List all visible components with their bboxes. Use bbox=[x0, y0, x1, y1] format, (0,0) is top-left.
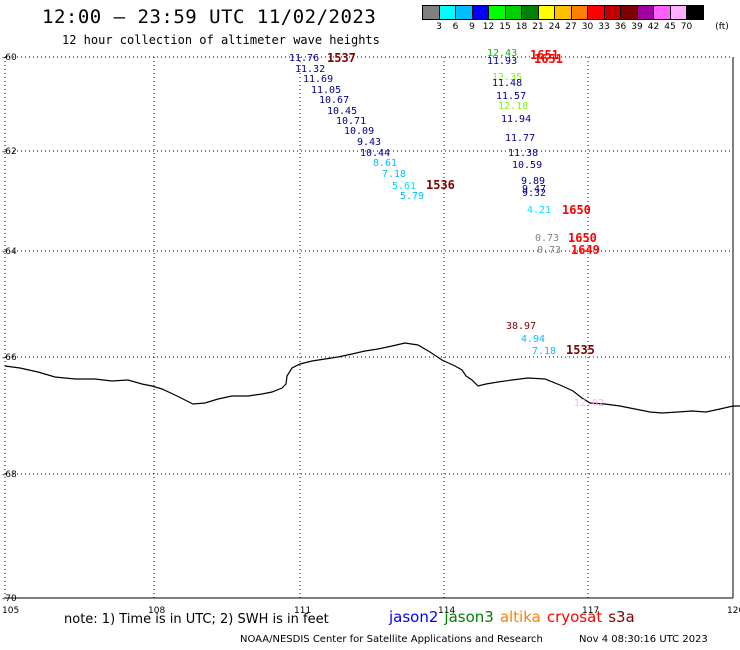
wave-height-label: 12.35 bbox=[492, 72, 522, 83]
longitude-label: 108 bbox=[148, 606, 165, 616]
wave-height-label: 9.47 bbox=[522, 184, 546, 195]
wave-height-label: 0.73 bbox=[537, 245, 561, 256]
wave-height-label: 0.73 bbox=[535, 233, 559, 244]
color-scale-label: 42 bbox=[647, 22, 660, 32]
latitude-label: -62 bbox=[2, 147, 17, 157]
color-scale-label: 15 bbox=[499, 22, 511, 32]
color-scale-label: 24 bbox=[548, 22, 561, 32]
longitude-label: 111 bbox=[294, 606, 311, 616]
color-scale-label: 3 bbox=[436, 22, 442, 32]
footer-note: note: 1) Time is in UTC; 2) SWH is in fe… bbox=[64, 612, 329, 627]
wave-height-label: 9.43 bbox=[357, 137, 381, 148]
latitude-label: -64 bbox=[2, 247, 17, 257]
wave-height-label: 11.57 bbox=[496, 91, 526, 102]
color-scale-label: 12 bbox=[482, 22, 495, 32]
legend-item-jason3: jason3 bbox=[444, 608, 494, 626]
color-scale-label: 9 bbox=[469, 22, 475, 32]
latitude-label: -70 bbox=[2, 594, 17, 604]
color-scale-label: 33 bbox=[598, 22, 610, 32]
pass-time-label: 1537 bbox=[327, 51, 356, 65]
longitude-labels: 105 108 111 114 117 120 bbox=[2, 606, 740, 616]
wave-height-label: 9.89 bbox=[521, 176, 545, 187]
wave-height-label: 8.61 bbox=[373, 158, 397, 169]
legend-item-s3a: s3a bbox=[608, 608, 635, 626]
wave-height-label: 7.18 bbox=[382, 169, 406, 180]
wave-height-label: 4.94 bbox=[521, 334, 545, 345]
wave-height-label: 12.18 bbox=[498, 101, 528, 112]
pass-time-label: 1535 bbox=[566, 343, 595, 357]
wave-height-label: 4.21 bbox=[527, 205, 551, 216]
color-scale-label: 70 bbox=[680, 22, 693, 32]
wave-height-label: 11.94 bbox=[501, 114, 531, 125]
latitude-label: -60 bbox=[2, 53, 17, 63]
color-scale-label: 39 bbox=[631, 22, 643, 32]
wave-height-label: 9.32 bbox=[522, 188, 546, 199]
latitude-label: -68 bbox=[2, 470, 17, 480]
color-scale-labels: 3 6 9 12 15 18 21 24 27 30 33 36 39 42 45 70 (ft) bbox=[422, 22, 740, 34]
longitude-label: 105 bbox=[2, 606, 19, 616]
pass-time-label: 1649 bbox=[571, 243, 600, 257]
longitude-label: 114 bbox=[438, 606, 455, 616]
wave-height-label: 11.69 bbox=[303, 74, 333, 85]
color-scale-swatch bbox=[686, 5, 704, 20]
wave-height-label: 38.97 bbox=[506, 321, 536, 332]
wave-height-label: 11.32 bbox=[295, 64, 325, 75]
color-scale-label: 27 bbox=[565, 22, 577, 32]
wave-height-label: 12.43 bbox=[487, 48, 517, 59]
credit-line: NOAA/NESDIS Center for Satellite Applica… bbox=[240, 634, 543, 645]
wave-height-label: 10.67 bbox=[319, 95, 349, 106]
color-scale-label: 21 bbox=[532, 22, 544, 32]
wave-height-label: 10.59 bbox=[512, 160, 542, 171]
wave-height-label: 10.71 bbox=[336, 116, 366, 127]
wave-height-label: 11.38 bbox=[508, 148, 538, 159]
observation-layer: 11.7611.3211.6911.0510.6710.4510.7110.09… bbox=[289, 48, 604, 409]
page-title: 12:00 – 23:59 UTC 11/02/2023 bbox=[42, 6, 377, 28]
latitude-labels: -60 -62 -64 -66 -68 -70 bbox=[2, 53, 17, 604]
color-scale-unit: (ft) bbox=[715, 22, 729, 32]
wave-height-label: 11.05 bbox=[311, 85, 341, 96]
wave-height-label: 12.02 bbox=[574, 398, 604, 409]
wave-height-label: 10.44 bbox=[360, 148, 390, 159]
page-subtitle: 12 hour collection of altimeter wave hei… bbox=[62, 33, 380, 47]
color-scale-label: 18 bbox=[515, 22, 528, 32]
wave-height-label: 11.48 bbox=[492, 78, 522, 89]
wave-height-label: 10.09 bbox=[344, 126, 374, 137]
legend-item-jason2: jason2 bbox=[389, 608, 439, 626]
color-scale-label: 45 bbox=[664, 22, 676, 32]
pass-time-label: 1536 bbox=[426, 178, 455, 192]
latitude-label: -66 bbox=[2, 353, 17, 363]
color-scale-label: 36 bbox=[614, 22, 627, 32]
pass-time-label: 1651 bbox=[530, 48, 559, 62]
color-scale-label: 30 bbox=[581, 22, 594, 32]
wave-height-label: 11.93 bbox=[487, 56, 517, 67]
satellite-legend: jason2 jason3 altika cryosat s3a bbox=[389, 608, 641, 626]
map-grid bbox=[4, 56, 734, 599]
antarctic-coastline bbox=[4, 342, 740, 414]
wave-height-label: 11.76 bbox=[289, 53, 319, 64]
legend-item-cryosat: cryosat bbox=[546, 608, 603, 626]
legend-item-altika: altika bbox=[499, 608, 541, 626]
wave-height-label: 7.18 bbox=[532, 346, 556, 357]
color-scale-bar bbox=[422, 5, 704, 20]
color-scale-label: 6 bbox=[452, 22, 459, 32]
wave-height-label: 11.77 bbox=[505, 133, 535, 144]
pass-time-label: 1650 bbox=[562, 203, 591, 217]
wave-height-label: 10.45 bbox=[327, 106, 357, 117]
generation-timestamp: Nov 4 08:30:16 UTC 2023 bbox=[579, 634, 708, 645]
pass-time-label: 1651 bbox=[534, 52, 563, 66]
wave-height-label: 5.79 bbox=[400, 191, 424, 202]
wave-height-label: 5.61 bbox=[392, 181, 416, 192]
longitude-label: 117 bbox=[582, 606, 599, 616]
longitude-label: 120 bbox=[727, 606, 740, 616]
pass-time-label: 1650 bbox=[568, 231, 597, 245]
